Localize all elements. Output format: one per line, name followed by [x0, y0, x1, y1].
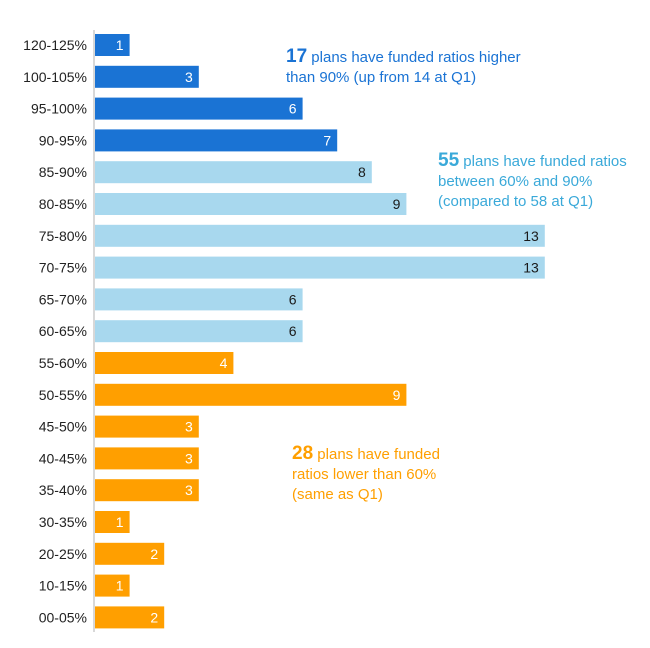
bar: [95, 447, 199, 470]
annotation-line: 17 plans have funded ratios higher: [286, 46, 521, 67]
bar-value-label: 6: [289, 323, 297, 339]
bar-value-label: 13: [523, 228, 539, 244]
bar: [95, 288, 303, 311]
bar: [95, 383, 407, 406]
bar-value-label: 8: [358, 164, 366, 180]
category-label: 95-100%: [31, 101, 87, 117]
annotation-number: 55: [438, 150, 460, 171]
bar-value-label: 4: [220, 355, 228, 371]
bar-value-label: 2: [150, 609, 158, 625]
bar: [95, 129, 338, 152]
annotation-line: ratios lower than 60%: [292, 466, 436, 483]
annotation-line: (same as Q1): [292, 486, 383, 503]
category-label: 35-40%: [39, 482, 87, 498]
bar: [95, 193, 407, 215]
bar-value-label: 3: [185, 482, 193, 498]
bar-value-label: 6: [289, 101, 297, 117]
bar: [95, 511, 130, 533]
annotation-line: (compared to 58 at Q1): [438, 193, 593, 210]
category-label: 50-55%: [39, 387, 87, 403]
bar-value-label: 6: [289, 291, 297, 307]
annotation-line: between 60% and 90%: [438, 173, 592, 190]
bar-value-label: 2: [150, 546, 158, 562]
bars-layer: 120-125% 1 100-105% 3 95-100% 6 90-95% 7 85-90% 8…: [23, 34, 545, 629]
annotation-line: 55 plans have funded ratios: [438, 150, 627, 171]
bar: [95, 415, 199, 438]
annotation-line: 28 plans have funded: [292, 443, 440, 464]
category-label: 45-50%: [39, 419, 87, 435]
annotation-line: than 90% (up from 14 at Q1): [286, 69, 476, 86]
category-label: 55-60%: [39, 355, 87, 371]
annotation-text: plans have funded ratios higher: [307, 49, 520, 66]
bar-value-label: 3: [185, 419, 193, 435]
bar: [95, 161, 372, 184]
category-label: 80-85%: [39, 196, 87, 212]
bar-value-label: 1: [116, 578, 124, 594]
category-label: 120-125%: [23, 37, 87, 53]
bar: [95, 224, 545, 247]
bar: [95, 65, 199, 88]
bar-value-label: 1: [116, 514, 124, 530]
bar-value-label: 13: [523, 260, 539, 276]
category-label: 90-95%: [39, 132, 87, 148]
category-label: 60-65%: [39, 323, 87, 339]
category-label: 65-70%: [39, 291, 87, 307]
category-label: 20-25%: [39, 546, 87, 562]
bar: [95, 479, 199, 502]
category-label: 75-80%: [39, 228, 87, 244]
category-label: 30-35%: [39, 514, 87, 530]
bar: [95, 542, 165, 565]
category-label: 00-05%: [39, 609, 87, 625]
category-label: 70-75%: [39, 260, 87, 276]
bar-value-label: 1: [116, 37, 124, 53]
annotation-text: plans have funded: [313, 446, 440, 463]
annotation-text: plans have funded ratios: [459, 153, 627, 170]
bar-value-label: 7: [323, 132, 331, 148]
bar-value-label: 3: [185, 450, 193, 466]
bar-value-label: 9: [393, 387, 401, 403]
category-label: 10-15%: [39, 578, 87, 594]
annotation-number: 17: [286, 46, 307, 67]
category-label: 100-105%: [23, 69, 87, 85]
annotation-number: 28: [292, 443, 313, 464]
bar-value-label: 9: [393, 196, 401, 212]
bar: [95, 352, 234, 374]
bar: [95, 97, 303, 120]
bar-value-label: 3: [185, 69, 193, 85]
bar: [95, 606, 165, 629]
bar: [95, 320, 303, 343]
category-label: 40-45%: [39, 450, 87, 466]
annotations-layer: 17 plans have funded ratios higher than 9…: [286, 46, 627, 503]
bar: [95, 256, 545, 279]
bar: [95, 34, 130, 56]
category-label: 85-90%: [39, 164, 87, 180]
bar: [95, 574, 130, 597]
